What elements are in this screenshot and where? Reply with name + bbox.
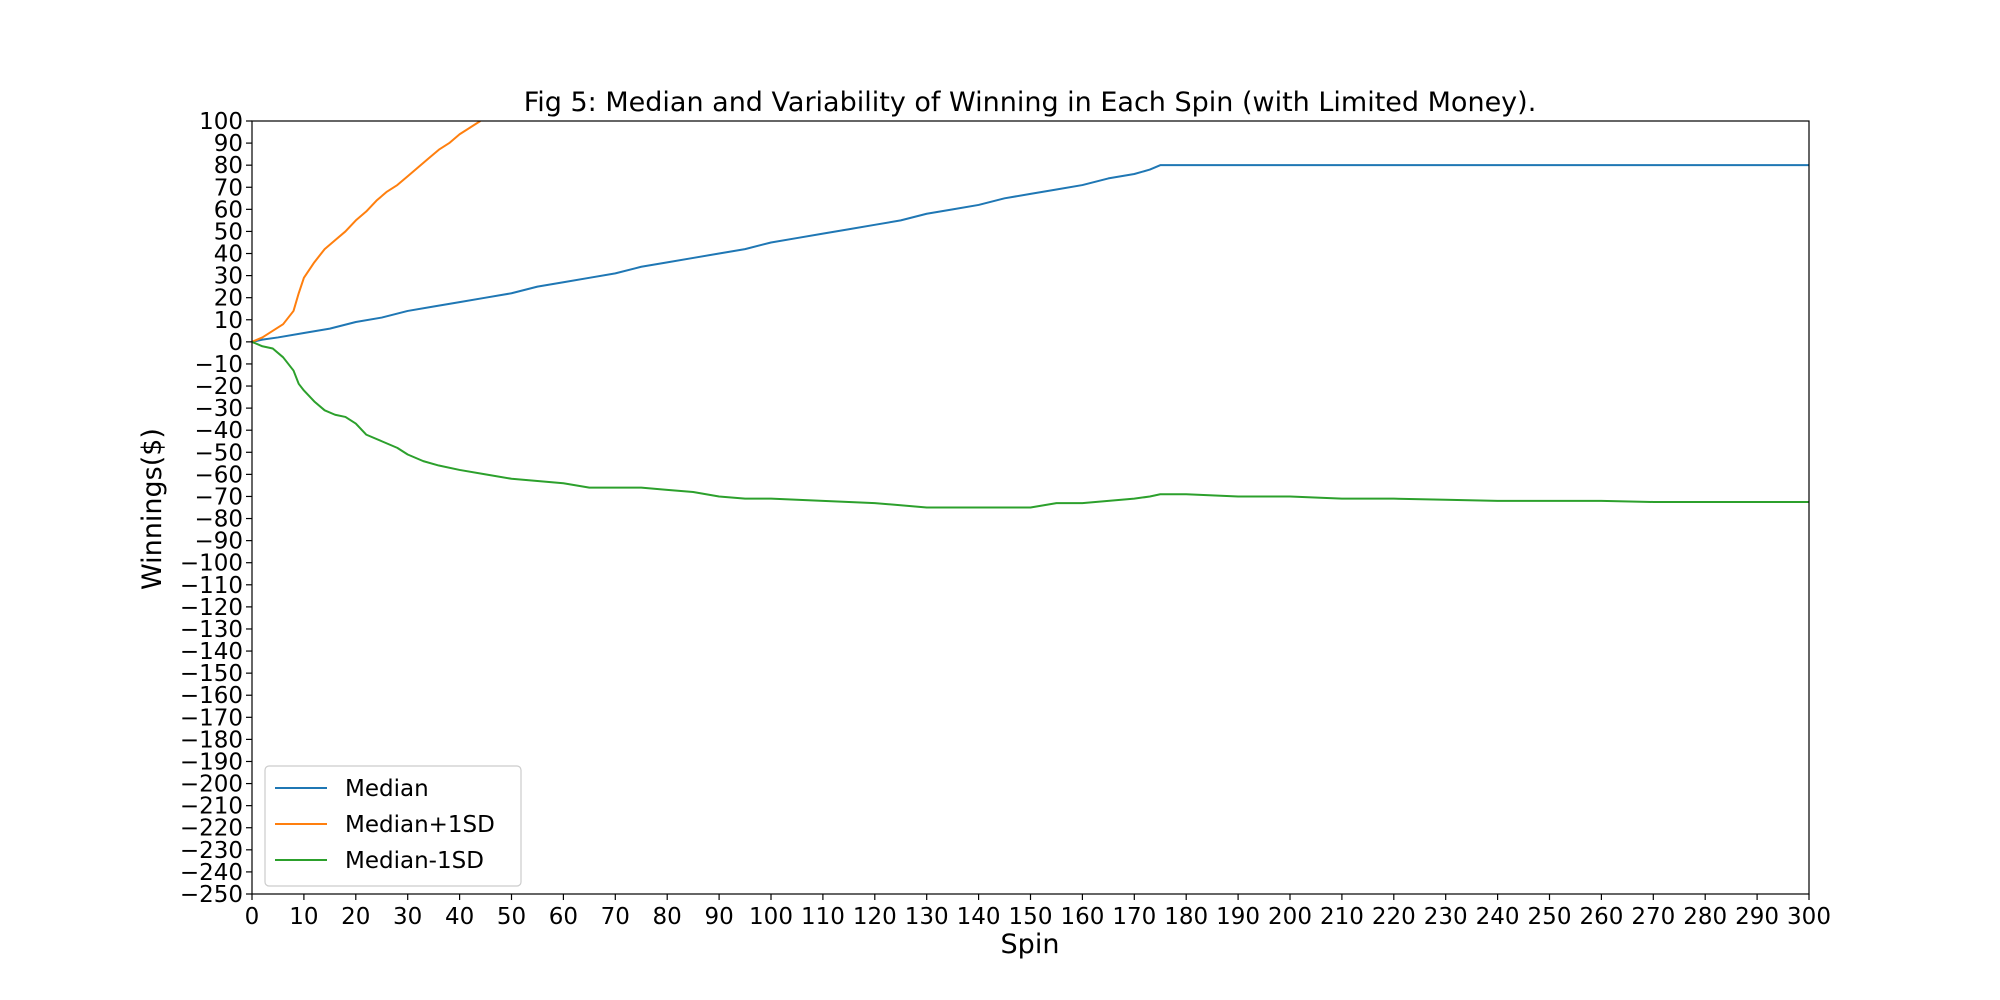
plot-area: 0 10 20 30 40 50 60 70 80 90 100 110 120 130 140 150 160… (180, 109, 1831, 930)
x-tick-label: 180 (1164, 904, 1208, 930)
legend-label: Median (345, 776, 429, 802)
x-tick-label: 140 (957, 904, 1001, 930)
x-tick-label: 190 (1216, 904, 1260, 930)
y-tick-label: −250 (180, 882, 243, 908)
y-tick-label: −20 (194, 374, 243, 400)
x-tick-label: 80 (653, 904, 682, 930)
y-tick-label: 70 (214, 175, 243, 201)
x-tick-label: 280 (1683, 904, 1727, 930)
y-tick-label: 80 (214, 153, 243, 179)
y-tick-label: −70 (194, 484, 243, 510)
x-tick-label: 110 (801, 904, 845, 930)
chart-title: Fig 5: Median and Variability of Winning… (524, 87, 1537, 118)
y-tick-label: 100 (199, 109, 243, 135)
y-tick-label: 30 (214, 264, 243, 290)
y-tick-label: −90 (194, 529, 243, 555)
y-tick-label: −10 (194, 352, 243, 378)
y-tick-label: −120 (180, 595, 243, 621)
x-tick-label: 260 (1579, 904, 1623, 930)
x-tick-label: 170 (1112, 904, 1156, 930)
x-tick-label: 30 (393, 904, 422, 930)
y-tick-label: −240 (180, 860, 243, 886)
legend-box (264, 765, 522, 887)
y-tick-label: −30 (194, 396, 243, 422)
x-tick-label: 230 (1424, 904, 1468, 930)
x-tick-label: 200 (1268, 904, 1312, 930)
y-tick-label: −150 (180, 661, 243, 687)
y-tick-label: −130 (180, 617, 243, 643)
y-tick-label: 0 (228, 330, 243, 356)
x-tick-label: 240 (1476, 904, 1520, 930)
y-tick-label: −230 (180, 838, 243, 864)
y-tick-label: 90 (214, 131, 243, 157)
legend-label: Median+1SD (345, 812, 495, 838)
y-tick-label: 20 (214, 286, 243, 312)
y-tick-label: −180 (180, 727, 243, 753)
x-tick-label: 290 (1735, 904, 1779, 930)
x-axis-label: Spin (1001, 929, 1060, 960)
x-tick-label: 70 (601, 904, 630, 930)
x-tick-label: 50 (497, 904, 526, 930)
x-tick-label: 150 (1009, 904, 1053, 930)
x-tick-label: 210 (1320, 904, 1364, 930)
y-tick-label: −50 (194, 440, 243, 466)
y-tick-label: 60 (214, 197, 243, 223)
x-tick-label: 130 (905, 904, 949, 930)
x-tick-label: 40 (445, 904, 474, 930)
x-tick-label: 90 (704, 904, 733, 930)
y-axis-label: Winnings($) (137, 428, 168, 590)
y-tick-label: −40 (194, 418, 243, 444)
y-tick-label: −210 (180, 794, 243, 820)
x-tick-label: 160 (1060, 904, 1104, 930)
y-tick-label: −220 (180, 816, 243, 842)
y-tick-label: −190 (180, 749, 243, 775)
y-tick-label: −160 (180, 683, 243, 709)
x-tick-label: 20 (341, 904, 370, 930)
y-tick-label: −80 (194, 507, 243, 533)
y-tick-label: 50 (214, 219, 243, 245)
series-line-3 (252, 340, 1809, 509)
legend-label: Median-1SD (345, 848, 484, 874)
y-tick-label: −170 (180, 705, 243, 731)
y-tick-label: −110 (180, 573, 243, 599)
x-tick-label: 220 (1372, 904, 1416, 930)
series-line-2 (252, 121, 481, 343)
x-tick-label: 60 (549, 904, 578, 930)
y-tick-label: −100 (180, 551, 243, 577)
y-tick-label: −140 (180, 639, 243, 665)
x-tick-label: 120 (853, 904, 897, 930)
x-tick-label: 300 (1787, 904, 1831, 930)
x-tick-label: 270 (1631, 904, 1675, 930)
x-tick-label: 100 (749, 904, 793, 930)
x-tick-label: 250 (1528, 904, 1572, 930)
x-tick-label: 10 (289, 904, 318, 930)
y-tick-label: −200 (180, 772, 243, 798)
x-tick-label: 0 (245, 904, 260, 930)
y-tick-label: 40 (214, 242, 243, 268)
series-line-1 (252, 164, 1809, 343)
y-tick-label: 10 (214, 308, 243, 334)
y-tick-label: −60 (194, 462, 243, 488)
